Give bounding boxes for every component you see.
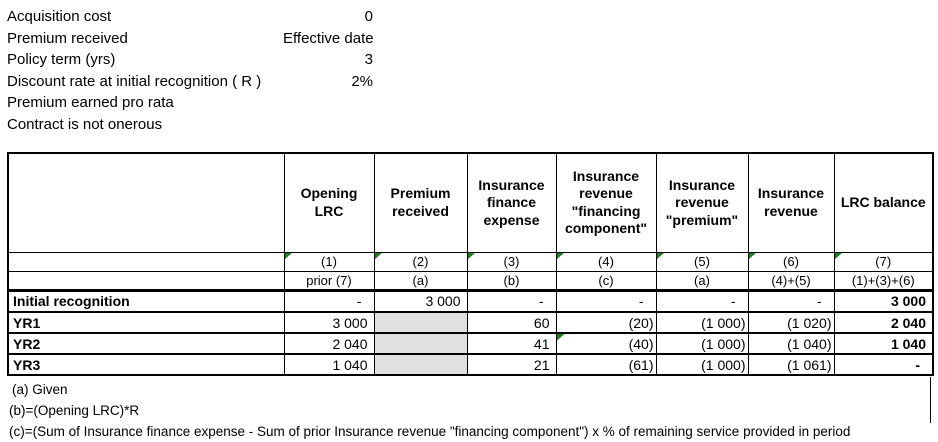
row-label[interactable]: YR1 bbox=[7, 311, 285, 334]
cell-value[interactable]: (1 061) bbox=[747, 353, 835, 376]
col-number-cell[interactable]: (7) bbox=[833, 251, 934, 272]
col-formula-cell[interactable]: (a) bbox=[655, 270, 749, 291]
footnote-c: (c)=(Sum of Insurance finance expense - … bbox=[9, 424, 851, 439]
cell-value[interactable]: 3 000 bbox=[373, 288, 468, 313]
green-flag-icon bbox=[557, 253, 565, 260]
col-number-cell[interactable]: (2) bbox=[373, 251, 468, 272]
assumption-value[interactable]: Effective date bbox=[283, 29, 374, 47]
green-flag-icon bbox=[375, 253, 383, 260]
green-flag-icon bbox=[285, 253, 293, 260]
cell-shaded[interactable] bbox=[373, 311, 468, 334]
cell-value[interactable]: (40) bbox=[555, 332, 657, 355]
cell-value[interactable]: 2 040 bbox=[283, 332, 375, 355]
col-formula-cell[interactable]: (4)+(5) bbox=[747, 270, 835, 291]
cell-shaded[interactable] bbox=[373, 332, 468, 355]
assumption-label: Contract is not onerous bbox=[7, 115, 163, 133]
corner-cell bbox=[7, 152, 285, 253]
cell-value[interactable]: (20) bbox=[555, 311, 657, 334]
row-label[interactable]: YR3 bbox=[7, 353, 285, 376]
cell-value[interactable]: - bbox=[283, 288, 375, 313]
cell-value[interactable]: (1 000) bbox=[655, 332, 749, 355]
cell-value[interactable]: 41 bbox=[466, 332, 557, 355]
cell-value[interactable]: (61) bbox=[555, 353, 657, 376]
green-flag-icon bbox=[657, 253, 665, 260]
cell-value[interactable]: (1 000) bbox=[655, 353, 749, 376]
col-header-premium-received[interactable]: Premium received bbox=[373, 152, 468, 253]
assumption-label: Acquisition cost bbox=[7, 8, 112, 26]
column-number-row: (1) (2) (3) (4) (5) (6) (7) bbox=[7, 251, 934, 272]
footnote-b: (b)=(Opening LRC)*R bbox=[9, 403, 140, 418]
table-header-row: Opening LRC Premium received Insurance f… bbox=[7, 152, 934, 253]
row-label[interactable]: Initial recognition bbox=[7, 288, 285, 313]
cell-border-artifact bbox=[930, 377, 931, 423]
cell-value[interactable]: - bbox=[466, 288, 557, 313]
row-label[interactable]: YR2 bbox=[7, 332, 285, 355]
assumption-row: Contract is not onerous bbox=[7, 114, 373, 136]
assumption-value[interactable]: 0 bbox=[364, 8, 373, 26]
col-formula-cell[interactable]: (b) bbox=[466, 270, 557, 291]
cell-value[interactable]: - bbox=[555, 288, 657, 313]
col-header-insurance-revenue[interactable]: Insurance revenue bbox=[747, 152, 835, 253]
cell-value[interactable]: (1 040) bbox=[747, 332, 835, 355]
column-formula-row: prior (7) (a) (b) (c) (a) (4)+(5) (1)+(3… bbox=[7, 270, 934, 291]
cell-value[interactable]: (1 020) bbox=[747, 311, 835, 334]
empty-cell bbox=[7, 270, 285, 291]
col-number-cell[interactable]: (4) bbox=[555, 251, 657, 272]
col-header-insurance-revenue-premium[interactable]: Insurance revenue "premium" bbox=[655, 152, 749, 253]
green-flag-icon bbox=[557, 335, 565, 341]
col-header-opening-lrc[interactable]: Opening LRC bbox=[283, 152, 375, 253]
col-header-insurance-finance-expense[interactable]: Insurance finance expense bbox=[466, 152, 557, 253]
green-flag-icon bbox=[835, 253, 843, 260]
col-formula-cell[interactable]: (c) bbox=[555, 270, 657, 291]
cell-value[interactable]: 60 bbox=[466, 311, 557, 334]
assumption-row: Premium received Effective date bbox=[7, 28, 374, 50]
footnote-a: (a) Given bbox=[12, 382, 68, 397]
cell-shaded[interactable] bbox=[373, 353, 468, 376]
lrc-rollforward-table: Opening LRC Premium received Insurance f… bbox=[7, 152, 934, 376]
cell-value[interactable]: 2 040 bbox=[833, 311, 934, 334]
col-number-cell[interactable]: (5) bbox=[655, 251, 749, 272]
empty-cell bbox=[7, 251, 285, 272]
assumption-row: Premium earned pro rata bbox=[7, 92, 373, 114]
assumption-row: Discount rate at initial recognition ( R… bbox=[7, 71, 373, 93]
green-flag-icon bbox=[468, 253, 476, 260]
assumption-row: Acquisition cost 0 bbox=[7, 6, 373, 28]
assumption-value[interactable]: 2% bbox=[351, 72, 373, 90]
footnotes: (a) Given (b)=(Opening LRC)*R (c)=(Sum o… bbox=[9, 379, 929, 442]
assumption-row: Policy term (yrs) 3 bbox=[7, 49, 373, 71]
cell-value[interactable]: 1 040 bbox=[283, 353, 375, 376]
assumption-label: Policy term (yrs) bbox=[7, 51, 116, 69]
table-row-initial-recognition: Initial recognition - 3 000 - - - - 3 00… bbox=[7, 288, 934, 313]
assumption-label: Premium received bbox=[7, 29, 128, 47]
cell-value[interactable]: 3 000 bbox=[283, 311, 375, 334]
cell-value[interactable]: - bbox=[833, 353, 934, 376]
col-number-cell[interactable]: (6) bbox=[747, 251, 835, 272]
table-row-yr1: YR1 3 000 60 (20) (1 000) (1 020) 2 040 bbox=[7, 311, 934, 334]
assumptions-panel: Acquisition cost 0 Premium received Effe… bbox=[7, 6, 374, 136]
cell-value[interactable]: - bbox=[655, 288, 749, 313]
col-header-lrc-balance[interactable]: LRC balance bbox=[833, 152, 934, 253]
col-number-cell[interactable]: (1) bbox=[283, 251, 375, 272]
col-number-cell[interactable]: (3) bbox=[466, 251, 557, 272]
cell-value[interactable]: (1 000) bbox=[655, 311, 749, 334]
col-formula-cell[interactable]: (a) bbox=[373, 270, 468, 291]
col-formula-cell[interactable]: prior (7) bbox=[283, 270, 375, 291]
assumption-label: Discount rate at initial recognition ( R… bbox=[7, 72, 262, 90]
assumption-label: Premium earned pro rata bbox=[7, 94, 174, 112]
green-flag-icon bbox=[749, 253, 757, 260]
col-header-insurance-revenue-financing-component[interactable]: Insurance revenue "financing component" bbox=[555, 152, 657, 253]
table-row-yr2: YR2 2 040 41 (40) (1 000) (1 040) 1 040 bbox=[7, 332, 934, 355]
cell-value[interactable]: 3 000 bbox=[833, 288, 934, 313]
cell-value[interactable]: - bbox=[747, 288, 835, 313]
col-formula-cell[interactable]: (1)+(3)+(6) bbox=[833, 270, 934, 291]
assumption-value[interactable]: 3 bbox=[364, 51, 373, 69]
cell-value[interactable]: 21 bbox=[466, 353, 557, 376]
cell-value[interactable]: 1 040 bbox=[833, 332, 934, 355]
table-row-yr3: YR3 1 040 21 (61) (1 000) (1 061) - bbox=[7, 353, 934, 376]
